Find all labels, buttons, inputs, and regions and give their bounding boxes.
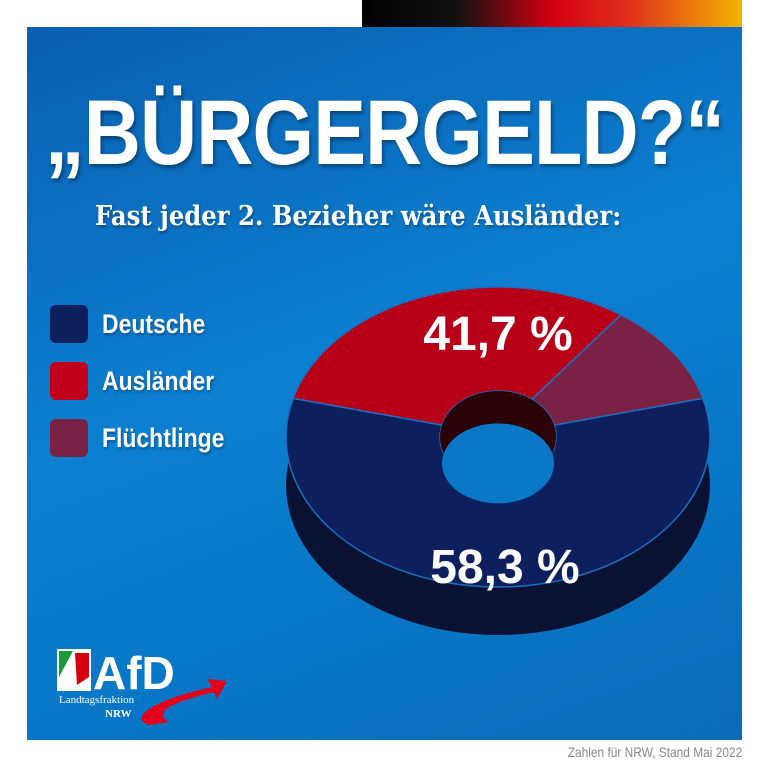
data-label-auslaender: 41,7 % — [423, 308, 572, 361]
headline: „BÜRGERGELD?“ — [45, 82, 725, 184]
logo-subtext: Landtagsfraktion — [59, 694, 135, 706]
donut-chart: 41,7 % 58,3 % — [285, 286, 711, 635]
infographic-panel: „BÜRGERGELD?“ Fast jeder 2. Bezieher wär… — [27, 27, 742, 740]
logo-subtext-nrw: NRW — [105, 708, 132, 720]
data-label-deutsche: 58,3 % — [430, 541, 579, 594]
legend-label: Deutsche — [102, 308, 206, 339]
arrow-icon — [141, 679, 227, 725]
legend-swatch — [50, 362, 88, 400]
afd-logo: AfD Landtagsfraktion NRW — [57, 647, 227, 725]
german-flag-stripe — [362, 0, 742, 27]
legend-item-deutsche: Deutsche — [50, 304, 224, 344]
source-note: Zahlen für NRW, Stand Mai 2022 — [567, 744, 742, 760]
legend-swatch — [50, 419, 88, 457]
legend-label: Ausländer — [102, 365, 215, 396]
donut-hole — [442, 423, 554, 504]
logo-text: AfD — [93, 647, 175, 699]
legend-label: Flüchtlinge — [102, 422, 225, 453]
subheadline: Fast jeder 2. Bezieher wäre Ausländer: — [95, 201, 622, 232]
slice-side-deutsche — [286, 398, 710, 635]
legend-swatch — [50, 305, 88, 343]
legend-item-auslaender: Ausländer — [50, 361, 234, 401]
legend-item-fluechtlinge: Flüchtlinge — [50, 418, 246, 458]
